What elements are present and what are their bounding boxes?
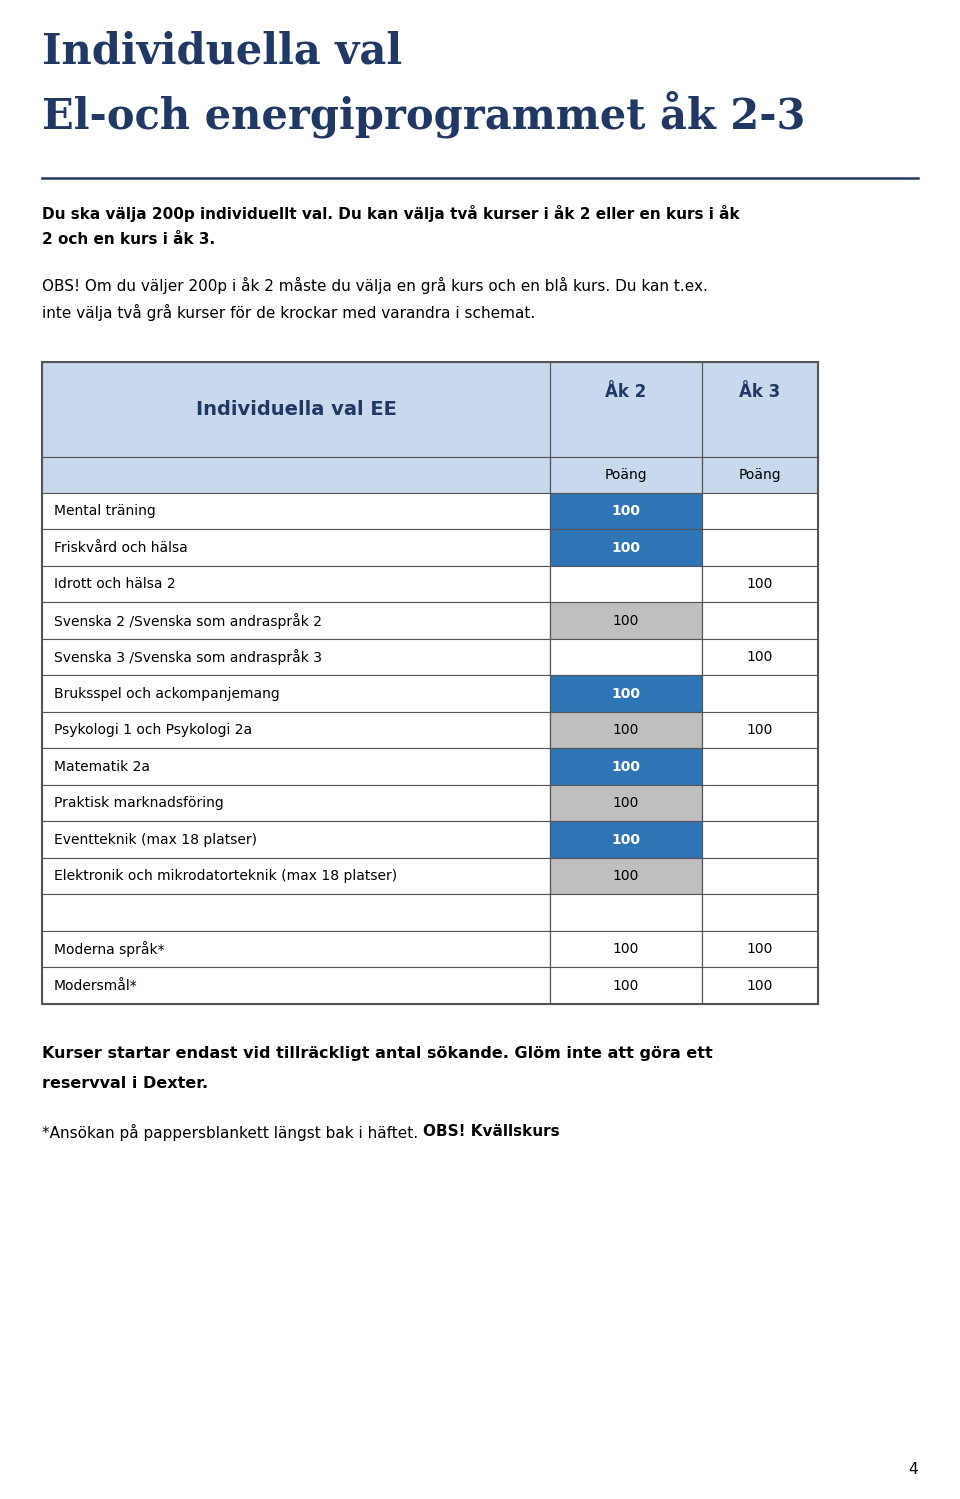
Text: 100: 100 xyxy=(612,943,639,956)
Bar xyxy=(42,785,550,821)
Text: Kurser startar endast vid tillräckligt antal sökande. Glöm inte att göra ett: Kurser startar endast vid tillräckligt a… xyxy=(42,1046,712,1061)
Text: reservval i Dexter.: reservval i Dexter. xyxy=(42,1076,208,1091)
Text: 100: 100 xyxy=(612,613,639,628)
Bar xyxy=(42,676,550,712)
Text: 100: 100 xyxy=(612,687,640,700)
Bar xyxy=(702,603,818,639)
Bar xyxy=(42,361,818,457)
Bar xyxy=(42,493,550,529)
Text: inte välja två grå kurser för de krockar med varandra i schemat.: inte välja två grå kurser för de krockar… xyxy=(42,304,536,321)
Text: 100: 100 xyxy=(612,979,639,992)
Text: Individuella val: Individuella val xyxy=(42,30,402,72)
Bar xyxy=(702,676,818,712)
Bar xyxy=(550,821,702,857)
Text: 4: 4 xyxy=(908,1462,918,1477)
Text: *Ansökan på pappersblankett längst bak i häftet.: *Ansökan på pappersblankett längst bak i… xyxy=(42,1124,423,1141)
Text: 2 och en kurs i åk 3.: 2 och en kurs i åk 3. xyxy=(42,232,215,247)
Text: Modersmål*: Modersmål* xyxy=(54,979,137,992)
Text: Individuella val EE: Individuella val EE xyxy=(196,400,396,420)
Text: 100: 100 xyxy=(747,979,773,992)
Bar xyxy=(42,748,550,785)
Text: Svenska 3 /Svenska som andraspråk 3: Svenska 3 /Svenska som andraspråk 3 xyxy=(54,649,322,666)
Bar xyxy=(42,931,550,967)
Bar xyxy=(550,676,702,712)
Text: El-och energiprogrammet åk 2-3: El-och energiprogrammet åk 2-3 xyxy=(42,90,805,138)
Bar xyxy=(550,748,702,785)
Text: 100: 100 xyxy=(612,833,640,847)
Bar xyxy=(550,931,702,967)
Bar xyxy=(550,967,702,1004)
Bar xyxy=(702,712,818,748)
Text: 100: 100 xyxy=(612,723,639,738)
Text: Åk 3: Åk 3 xyxy=(739,384,780,402)
Text: OBS! Om du väljer 200p i åk 2 måste du välja en grå kurs och en blå kurs. Du kan: OBS! Om du väljer 200p i åk 2 måste du v… xyxy=(42,277,708,294)
Bar xyxy=(702,529,818,567)
Bar xyxy=(42,967,550,1004)
Text: Poäng: Poäng xyxy=(738,468,781,483)
Text: 100: 100 xyxy=(612,504,640,519)
Bar xyxy=(42,712,550,748)
Bar xyxy=(42,457,550,493)
Text: Du ska välja 200p individuellt val. Du kan välja två kurser i åk 2 eller en kurs: Du ska välja 200p individuellt val. Du k… xyxy=(42,205,739,222)
Bar xyxy=(42,603,550,639)
Bar xyxy=(42,821,550,857)
Bar xyxy=(42,895,550,931)
Bar xyxy=(550,857,702,895)
Text: 100: 100 xyxy=(747,723,773,738)
Text: Bruksspel och ackompanjemang: Bruksspel och ackompanjemang xyxy=(54,687,279,700)
Text: Matematik 2a: Matematik 2a xyxy=(54,760,150,773)
Text: Idrott och hälsa 2: Idrott och hälsa 2 xyxy=(54,577,176,591)
Text: 100: 100 xyxy=(612,796,639,811)
Text: 100: 100 xyxy=(612,869,639,883)
Bar xyxy=(550,529,702,567)
Text: Åk 2: Åk 2 xyxy=(606,384,647,402)
Bar xyxy=(702,785,818,821)
Text: Moderna språk*: Moderna språk* xyxy=(54,941,164,958)
Text: Elektronik och mikrodatorteknik (max 18 platser): Elektronik och mikrodatorteknik (max 18 … xyxy=(54,869,397,883)
Text: Eventteknik (max 18 platser): Eventteknik (max 18 platser) xyxy=(54,833,257,847)
Bar xyxy=(42,529,550,567)
Bar xyxy=(702,567,818,603)
Bar xyxy=(702,857,818,895)
Text: Mental träning: Mental träning xyxy=(54,504,156,519)
Text: 100: 100 xyxy=(747,577,773,591)
Bar xyxy=(42,857,550,895)
Bar xyxy=(550,639,702,676)
Text: Psykologi 1 och Psykologi 2a: Psykologi 1 och Psykologi 2a xyxy=(54,723,252,738)
Text: 100: 100 xyxy=(612,760,640,773)
Bar xyxy=(702,493,818,529)
Bar xyxy=(550,493,702,529)
Bar xyxy=(702,639,818,676)
Text: 100: 100 xyxy=(612,541,640,555)
Bar xyxy=(550,567,702,603)
Bar xyxy=(550,895,702,931)
Bar xyxy=(550,712,702,748)
Text: Praktisk marknadsföring: Praktisk marknadsföring xyxy=(54,796,224,811)
Bar xyxy=(702,931,818,967)
Text: 100: 100 xyxy=(747,943,773,956)
Bar xyxy=(42,639,550,676)
Bar xyxy=(42,361,818,1004)
Text: Friskvård och hälsa: Friskvård och hälsa xyxy=(54,541,188,555)
Bar xyxy=(702,967,818,1004)
Bar xyxy=(702,457,818,493)
Text: 100: 100 xyxy=(747,651,773,664)
Bar xyxy=(550,457,702,493)
Bar xyxy=(550,785,702,821)
Bar xyxy=(42,567,550,603)
Text: OBS! Kvällskurs: OBS! Kvällskurs xyxy=(423,1124,560,1139)
Text: Svenska 2 /Svenska som andraspråk 2: Svenska 2 /Svenska som andraspråk 2 xyxy=(54,613,322,628)
Bar xyxy=(702,821,818,857)
Bar xyxy=(550,603,702,639)
Bar xyxy=(702,748,818,785)
Text: Poäng: Poäng xyxy=(605,468,647,483)
Bar xyxy=(702,895,818,931)
